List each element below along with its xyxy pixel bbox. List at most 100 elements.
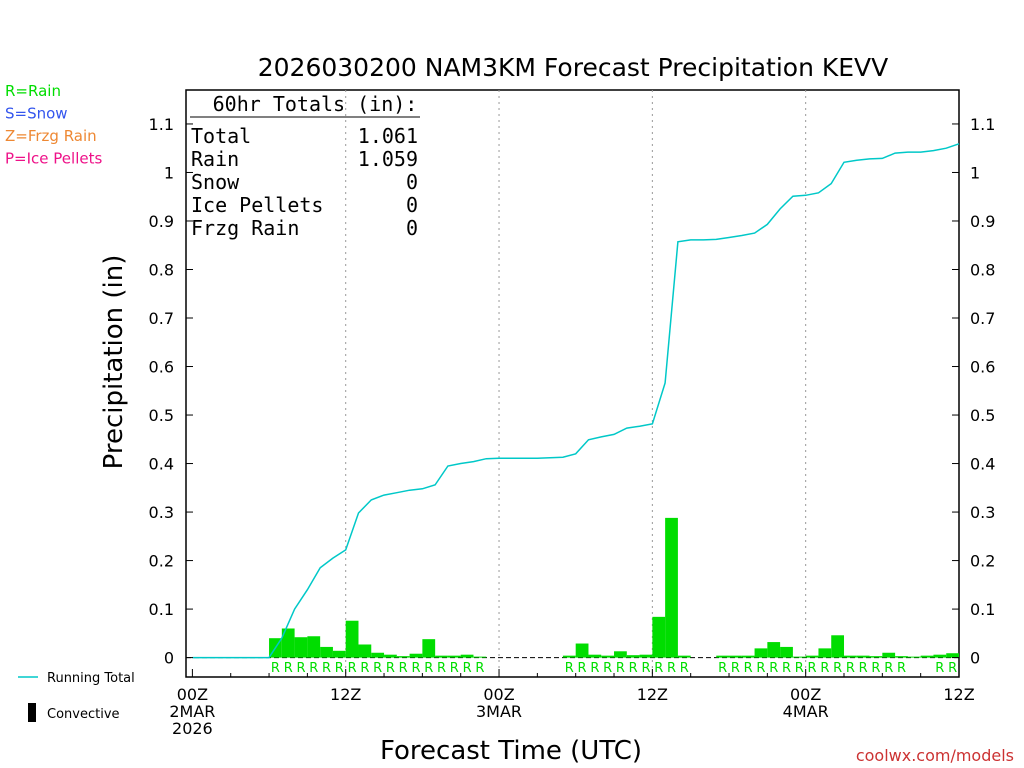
ptype-mark: R [718,661,727,676]
y-tick-label-left: 0.6 [149,358,174,377]
y-tick-label-left: 0.3 [149,503,174,522]
precip-bar [754,648,768,658]
precip-bar [614,651,627,658]
precip-bar [856,655,870,658]
ptype-mark: R [782,661,791,676]
ptype-mark: R [348,661,357,676]
totals-heading: 60hr Totals (in): [213,92,418,116]
hourly-bars [269,517,959,658]
totals-row-value: 1.061 [358,124,418,148]
precip-bar [562,655,576,658]
convective-legend-swatch [28,703,36,722]
precip-bar [818,648,832,658]
ptype-mark: R [769,661,778,676]
x-tick-label: 00Z [483,685,514,704]
ptype-mark: R [808,661,817,676]
ptype-mark: R [935,661,944,676]
ptype-legend: R=Rain S=Snow Z=Frzg Rain P=Ice Pellets [5,82,102,168]
ptype-mark: R [731,661,740,676]
y-tick-label-left: 0 [164,649,174,668]
y-tick-label-right: 0.4 [970,455,995,474]
y-tick-label-left: 0.8 [149,260,174,279]
precip-bar [371,652,385,658]
y-tick-label-right: 0.7 [970,309,995,328]
ptype-mark: R [271,661,280,676]
x-tick-label: 2026 [172,719,213,738]
ptype-mark: R [795,661,804,676]
y-tick-label-left: 0.4 [149,455,174,474]
ptype-mark: R [629,661,638,676]
ptype-mark: R [373,661,382,676]
totals-row-label: Ice Pellets [191,193,323,217]
ptype-mark: R [667,661,676,676]
totals-row-value: 0 [406,193,418,217]
ptype-mark: R [859,661,868,676]
x-tick-label: 4MAR [783,702,829,721]
precip-bar [767,642,781,658]
ptype-mark: R [450,661,459,676]
y-tick-label-right: 1 [970,163,980,182]
precip-bar [626,655,640,658]
precip-bar [396,656,410,658]
totals-row-value: 0 [406,216,418,240]
precip-bar [933,654,947,658]
precip-bar [844,655,857,658]
ptype-mark: R [833,661,842,676]
precip-bar [435,655,448,658]
precip-bar [780,646,793,658]
ptype-mark: R [616,661,625,676]
precip-bar [345,620,359,658]
ptype-mark: R [884,661,893,676]
ptype-mark: R [411,661,420,676]
running-total-polyline [192,143,960,659]
convective-legend-label: Convective [47,707,120,722]
x-tick-label: 00Z [790,685,821,704]
ptype-mark: R [309,661,318,676]
precip-bar [588,654,602,658]
ptype-mark: R [680,661,689,676]
ptype-mark: R [820,661,829,676]
x-tick-label: 00Z [177,685,208,704]
precip-bar [831,635,845,658]
x-axis-label: Forecast Time (UTC) [380,736,642,766]
ptype-mark: R [360,661,369,676]
y-tick-label-left: 0.2 [149,552,174,571]
y-tick-label-left: 1 [164,163,174,182]
ptype-mark: R [871,661,880,676]
ptype-mark: R [578,661,587,676]
ptype-mark: R [386,661,395,676]
precip-bar [422,639,436,658]
ptype-mark: R [475,661,484,676]
x-tick-label: 2MAR [169,702,215,721]
ptype-mark: R [897,661,906,676]
precip-bar [447,655,461,658]
y-tick-label-right: 1.1 [970,115,995,134]
ptype-mark: R [641,661,650,676]
ptype-legend-item: Z=Frzg Rain [5,127,97,145]
ptype-mark: R [756,661,765,676]
precip-bar [805,655,819,658]
y-tick-label-right: 0.6 [970,358,995,377]
precip-bar [294,637,308,658]
precip-bar [741,655,755,658]
ptype-mark: R [284,661,293,676]
vertical-grid [186,90,959,677]
credit-text: coolwx.com/models [856,746,1014,765]
totals-row-label: Frzg Rain [191,216,299,240]
precip-bar [639,654,653,658]
y-tick-label-right: 0.5 [970,406,995,425]
precip-bar [307,636,321,658]
precip-bar [281,628,295,658]
y-tick-label-left: 0.1 [149,600,174,619]
ptype-mark: R [846,661,855,676]
ptype-legend-item: S=Snow [5,105,68,123]
y-tick-label-right: 0 [970,649,980,668]
y-tick-label-right: 0.8 [970,260,995,279]
x-tick-label: 12Z [330,685,361,704]
precip-bar [601,655,615,658]
x-tick-label: 3MAR [476,702,522,721]
precip-bar [716,655,730,658]
bottom-legend: Running Total Convective [18,671,135,722]
plot-frame [185,89,960,678]
